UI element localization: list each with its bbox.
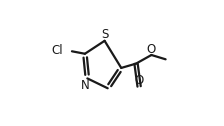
Text: Cl: Cl	[51, 44, 63, 57]
Text: N: N	[81, 79, 90, 92]
Text: O: O	[134, 74, 144, 87]
Text: O: O	[147, 43, 156, 56]
Text: S: S	[101, 28, 108, 41]
